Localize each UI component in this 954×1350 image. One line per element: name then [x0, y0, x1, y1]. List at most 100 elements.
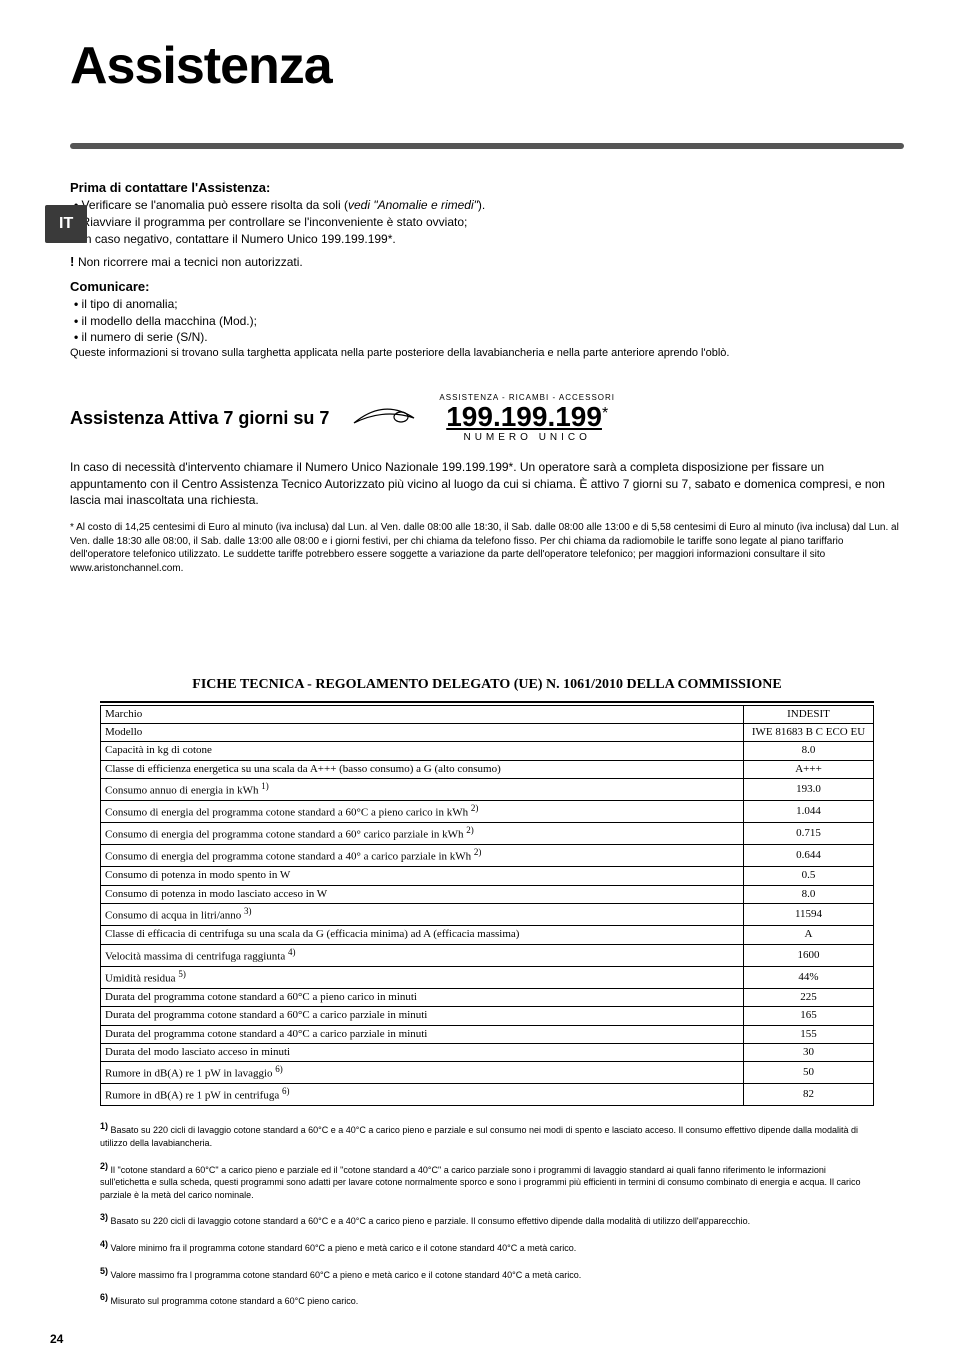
- spec-value: 8.0: [744, 885, 874, 903]
- spec-value: 0.644: [744, 845, 874, 867]
- spec-value: IWE 81683 B C ECO EU: [744, 724, 874, 742]
- table-row: ModelloIWE 81683 B C ECO EU: [101, 724, 874, 742]
- spec-label: Consumo di acqua in litri/anno 3): [101, 904, 744, 926]
- table-row: Rumore in dB(A) re 1 pW in lavaggio 6)50: [101, 1062, 874, 1084]
- table-row: Rumore in dB(A) re 1 pW in centrifuga 6)…: [101, 1084, 874, 1106]
- spec-value: A: [744, 926, 874, 944]
- section2-after: Queste informazioni si trovano sulla tar…: [70, 346, 904, 361]
- spec-value: 193.0: [744, 779, 874, 801]
- spec-label: Durata del programma cotone standard a 6…: [101, 1007, 744, 1025]
- spec-label: Consumo annuo di energia in kWh 1): [101, 779, 744, 801]
- warning-line: Non ricorrere mai a tecnici non autorizz…: [70, 253, 904, 271]
- spec-label: Classe di efficacia di centrifuga su una…: [101, 926, 744, 944]
- table-row: Consumo di acqua in litri/anno 3)11594: [101, 904, 874, 926]
- spec-value: 225: [744, 988, 874, 1006]
- spec-label: Consumo di energia del programma cotone …: [101, 845, 744, 867]
- assistance-fineprint: * Al costo di 14,25 centesimi di Euro al…: [70, 521, 904, 575]
- list-text: Verificare se l'anomalia può essere riso…: [82, 198, 348, 212]
- phone-star: *: [602, 405, 608, 422]
- footnote: 1) Basato su 220 cicli di lavaggio coton…: [100, 1120, 874, 1149]
- language-tab: IT: [45, 205, 87, 243]
- spec-value: 44%: [744, 966, 874, 988]
- footnote: 5) Valore massimo fra l programma cotone…: [100, 1265, 874, 1282]
- table-row: Durata del programma cotone standard a 6…: [101, 1007, 874, 1025]
- phone-number: 199.199.199: [446, 401, 602, 432]
- list-item: Riavviare il programma per controllare s…: [70, 214, 904, 231]
- list-item: il modello della macchina (Mod.);: [70, 313, 904, 330]
- assistance-header: Assistenza Attiva 7 giorni su 7 ASSISTEN…: [70, 392, 904, 445]
- table-row: Consumo di energia del programma cotone …: [101, 801, 874, 823]
- spec-label: Velocità massima di centrifuga raggiunta…: [101, 944, 744, 966]
- tech-section: FICHE TECNICA - REGOLAMENTO DELEGATO (UE…: [70, 675, 904, 1308]
- section2-heading: Comunicare:: [70, 278, 904, 296]
- spec-label: Umidità residua 5): [101, 966, 744, 988]
- footnote: 4) Valore minimo fra il programma cotone…: [100, 1238, 874, 1255]
- spec-label: Classe di efficienza energetica su una s…: [101, 760, 744, 778]
- spec-value: 82: [744, 1084, 874, 1106]
- assistance-title: Assistenza Attiva 7 giorni su 7: [70, 406, 329, 431]
- spec-label: Rumore in dB(A) re 1 pW in centrifuga 6): [101, 1084, 744, 1106]
- table-row: Durata del modo lasciato acceso in minut…: [101, 1043, 874, 1061]
- spec-label: Marchio: [101, 705, 744, 723]
- table-row: Consumo annuo di energia in kWh 1)193.0: [101, 779, 874, 801]
- spec-value: 0.5: [744, 867, 874, 885]
- table-row: Umidità residua 5)44%: [101, 966, 874, 988]
- page-container: IT Assistenza Prima di contattare l'Assi…: [50, 30, 904, 1308]
- footnote: 3) Basato su 220 cicli di lavaggio coton…: [100, 1211, 874, 1228]
- spec-label: Durata del programma cotone standard a 4…: [101, 1025, 744, 1043]
- section1-list: Verificare se l'anomalia può essere riso…: [70, 197, 904, 247]
- phone-sub-label: NUMERO UNICO: [439, 431, 615, 445]
- spec-value: 1600: [744, 944, 874, 966]
- spec-value: 1.044: [744, 801, 874, 823]
- spec-label: Consumo di energia del programma cotone …: [101, 801, 744, 823]
- list-item: il tipo di anomalia;: [70, 296, 904, 313]
- footnote: 6) Misurato sul programma cotone standar…: [100, 1291, 874, 1308]
- spec-label: Capacità in kg di cotone: [101, 742, 744, 760]
- footnotes: 1) Basato su 220 cicli di lavaggio coton…: [100, 1120, 874, 1307]
- table-row: Consumo di energia del programma cotone …: [101, 823, 874, 845]
- assistance-paragraph: In caso di necessità d'intervento chiama…: [70, 459, 904, 509]
- list-suffix: ).: [478, 198, 485, 212]
- spec-label: Consumo di energia del programma cotone …: [101, 823, 744, 845]
- table-row: Consumo di potenza in modo lasciato acce…: [101, 885, 874, 903]
- table-row: Capacità in kg di cotone8.0: [101, 742, 874, 760]
- spec-label: Consumo di potenza in modo spento in W: [101, 867, 744, 885]
- table-row: Durata del programma cotone standard a 4…: [101, 1025, 874, 1043]
- spec-label: Durata del modo lasciato acceso in minut…: [101, 1043, 744, 1061]
- list-item: il numero di serie (S/N).: [70, 329, 904, 346]
- spec-label: Durata del programma cotone standard a 6…: [101, 988, 744, 1006]
- spec-label: Consumo di potenza in modo lasciato acce…: [101, 885, 744, 903]
- spec-value: 11594: [744, 904, 874, 926]
- swoosh-icon: [349, 403, 419, 433]
- specs-table: MarchioINDESITModelloIWE 81683 B C ECO E…: [100, 705, 874, 1107]
- divider: [70, 143, 904, 149]
- italic-ref: vedi "Anomalie e rimedi": [348, 198, 478, 212]
- table-row: Classe di efficienza energetica su una s…: [101, 760, 874, 778]
- phone-block: ASSISTENZA - RICAMBI - ACCESSORI 199.199…: [439, 392, 615, 445]
- section1-heading: Prima di contattare l'Assistenza:: [70, 179, 904, 197]
- section2-list: il tipo di anomalia; il modello della ma…: [70, 296, 904, 346]
- tech-title: FICHE TECNICA - REGOLAMENTO DELEGATO (UE…: [100, 675, 874, 703]
- spec-value: 0.715: [744, 823, 874, 845]
- spec-value: 8.0: [744, 742, 874, 760]
- spec-value: 30: [744, 1043, 874, 1061]
- spec-value: A+++: [744, 760, 874, 778]
- spec-label: Modello: [101, 724, 744, 742]
- list-item: Verificare se l'anomalia può essere riso…: [70, 197, 904, 214]
- page-number: 24: [50, 1331, 63, 1348]
- table-row: Consumo di potenza in modo spento in W0.…: [101, 867, 874, 885]
- content-area: Prima di contattare l'Assistenza: Verifi…: [70, 179, 904, 1308]
- list-item: In caso negativo, contattare il Numero U…: [70, 231, 904, 248]
- table-row: MarchioINDESIT: [101, 705, 874, 723]
- table-row: Classe di efficacia di centrifuga su una…: [101, 926, 874, 944]
- table-row: Consumo di energia del programma cotone …: [101, 845, 874, 867]
- spec-label: Rumore in dB(A) re 1 pW in lavaggio 6): [101, 1062, 744, 1084]
- page-title: Assistenza: [70, 30, 904, 103]
- footnote: 2) Il "cotone standard a 60°C" a carico …: [100, 1160, 874, 1202]
- spec-value: INDESIT: [744, 705, 874, 723]
- table-row: Durata del programma cotone standard a 6…: [101, 988, 874, 1006]
- spec-value: 155: [744, 1025, 874, 1043]
- spec-value: 165: [744, 1007, 874, 1025]
- spec-value: 50: [744, 1062, 874, 1084]
- table-row: Velocità massima di centrifuga raggiunta…: [101, 944, 874, 966]
